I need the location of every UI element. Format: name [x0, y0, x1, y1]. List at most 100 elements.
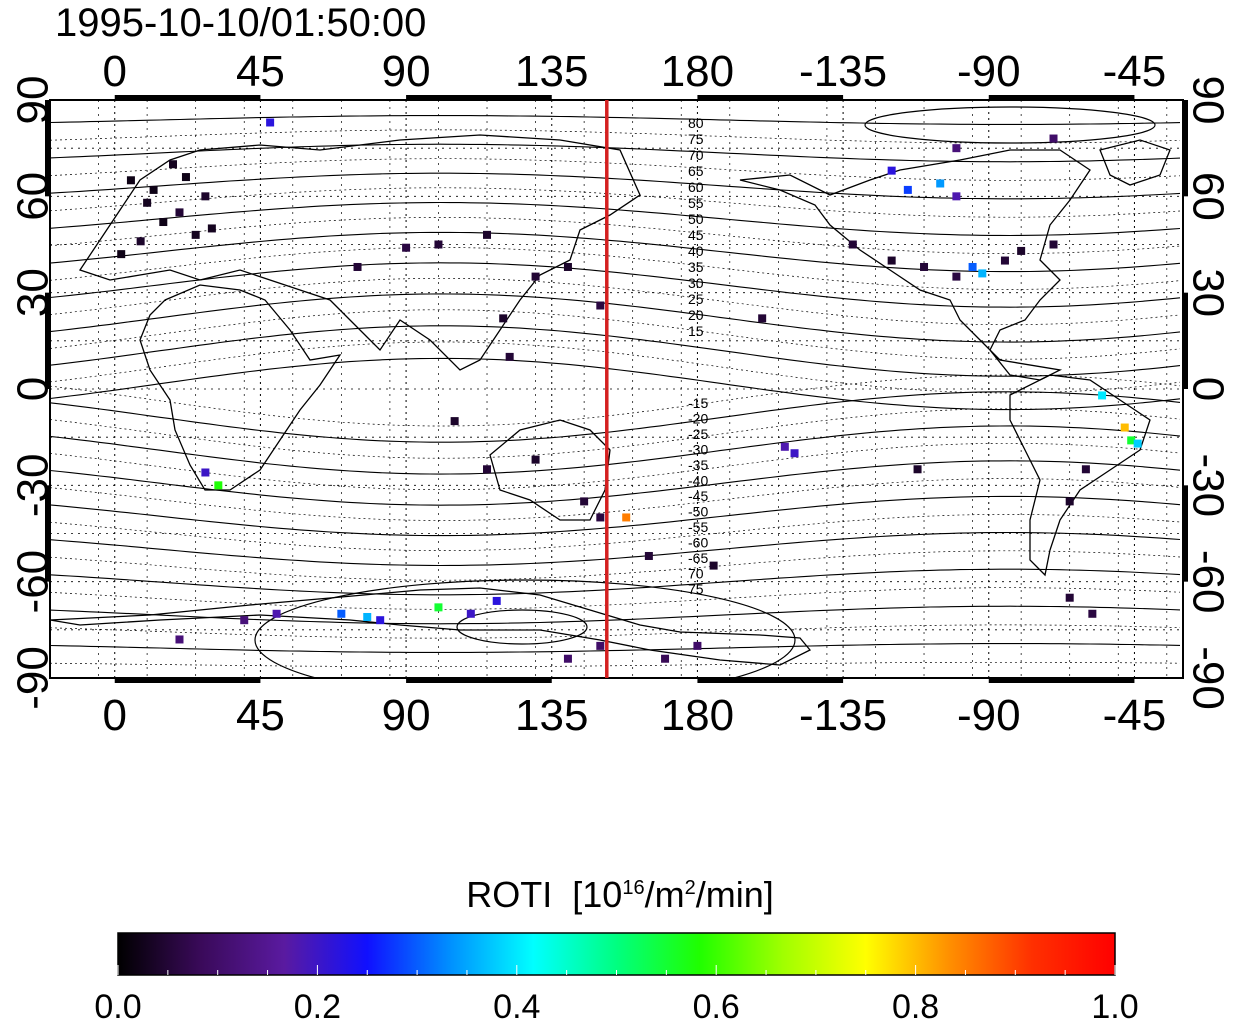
colorbar-tick-labels: 0.0 0.2 0.4 0.6 0.8 1.0 [94, 988, 1138, 1024]
contour-label: 55 [688, 195, 704, 211]
roti-data-point [175, 208, 184, 217]
contour-label: -55 [688, 519, 708, 535]
top-axis-label: 0 [103, 47, 127, 96]
bottom-axis-label: 90 [382, 691, 431, 740]
contour-labels: 8075706560555045403530252015-15-20-25-30… [688, 115, 708, 597]
colorbar-unit-mid: /m [644, 874, 685, 915]
map-frame [49, 99, 1184, 679]
top-axis-label: -135 [799, 47, 887, 96]
roti-data-point [563, 654, 572, 663]
colorbar-unit-base: [10 [572, 874, 623, 915]
roti-data-point [434, 603, 443, 612]
geomagnetic-contour [50, 425, 1181, 475]
roti-data-point [952, 272, 961, 281]
colorbar-tick-marks [117, 965, 1116, 975]
geomagnetic-contour [50, 143, 1181, 163]
right-axis-tick-bar [1183, 292, 1188, 389]
geomagnetic-contour [50, 115, 1181, 125]
right-axis-label: 60 [1183, 172, 1232, 221]
roti-data-point [913, 465, 922, 474]
roti-data-point [126, 176, 135, 185]
right-axis-tick-bar [1183, 100, 1188, 197]
contour-label: -30 [688, 442, 708, 458]
colorbar-tick-label: 0.4 [493, 988, 540, 1024]
geomagnetic-contour [50, 460, 1181, 506]
axis-tick-bars [45, 95, 1188, 683]
bottom-axis-tick-bar [114, 678, 261, 683]
geomagnetic-contour [50, 277, 1181, 326]
top-axis-label: 90 [382, 47, 431, 96]
right-axis-label: 30 [1183, 268, 1232, 317]
roti-data-point [978, 269, 987, 278]
contour-label: 70 [688, 566, 704, 582]
geomagnetic-contour [50, 341, 1181, 394]
roti-data-point [181, 173, 190, 182]
top-axis-label: -45 [1103, 47, 1167, 96]
top-axis-tick-bar [697, 95, 844, 100]
geomagnetic-contour [50, 247, 1181, 290]
geomagnetic-contour [50, 408, 1181, 459]
geomagnetic-contour [50, 262, 1181, 308]
roti-data-point [136, 237, 145, 246]
geomagnetic-contour [50, 661, 1181, 668]
contour-label: 40 [688, 243, 704, 259]
roti-data-point [483, 230, 492, 239]
contour-label: -15 [688, 395, 708, 411]
roti-data-point [936, 179, 945, 188]
contour-label: 60 [688, 179, 704, 195]
left-axis-label: -30 [9, 454, 58, 518]
roti-data-point [563, 262, 572, 271]
contour-label: 70 [688, 147, 704, 163]
top-axis-label: 180 [661, 47, 734, 96]
right-axis-label: 90 [1183, 76, 1232, 125]
geomagnetic-contour [50, 514, 1181, 551]
left-axis-label: -90 [9, 646, 58, 710]
right-axis-label: 0 [1183, 377, 1232, 401]
colorbar-tick-label: 0.6 [693, 988, 740, 1024]
roti-data-point [207, 224, 216, 233]
roti-data-point [492, 596, 501, 605]
roti-data-point [596, 301, 605, 310]
roti-data-point [149, 185, 158, 194]
colorbar-tick-label: 0.2 [294, 988, 341, 1024]
roti-data-point [1088, 609, 1097, 618]
left-axis-tick-bar [45, 100, 50, 197]
bottom-axis-label: 45 [236, 691, 285, 740]
geomagnetic-contours [50, 106, 1181, 678]
roti-data-point [596, 641, 605, 650]
contour-label: 65 [688, 163, 704, 179]
contour-label: 35 [688, 259, 704, 275]
roti-data-point [952, 144, 961, 153]
roti-data-point [159, 218, 168, 227]
roti-data-point [848, 240, 857, 249]
roti-data-point [499, 314, 508, 323]
roti-data-point [661, 654, 670, 663]
roti-data-point [191, 230, 200, 239]
roti-data-point [201, 192, 210, 201]
roti-data-point [531, 272, 540, 281]
bottom-axis-tick-bar [988, 678, 1135, 683]
roti-data-point [1081, 465, 1090, 474]
contour-label: 25 [688, 291, 704, 307]
geomagnetic-contour [50, 478, 1181, 521]
roti-data-point [1049, 134, 1058, 143]
roti-data-point [169, 160, 178, 169]
top-axis-tick-bar [406, 95, 552, 100]
roti-data-point [920, 262, 929, 271]
contour-label: 75 [688, 581, 704, 597]
left-axis-label: 30 [9, 268, 58, 317]
roti-data-point [531, 455, 540, 464]
roti-data-point [1098, 391, 1107, 400]
roti-data-point [363, 612, 372, 621]
left-axis-label: 90 [9, 76, 58, 125]
left-axis-labels: 90 60 30 0 -30 -60 -90 [9, 76, 58, 710]
contour-label: -35 [688, 457, 708, 473]
south-magnetic-pole-contour [456, 609, 588, 645]
roti-data-point [968, 262, 977, 271]
geomagnetic-contour [50, 495, 1181, 537]
roti-data-point [201, 468, 210, 477]
geomagnetic-contour [50, 158, 1181, 181]
colorbar-tick-label: 0.8 [892, 988, 939, 1024]
contour-label: 80 [688, 115, 704, 131]
roti-data-point [903, 185, 912, 194]
